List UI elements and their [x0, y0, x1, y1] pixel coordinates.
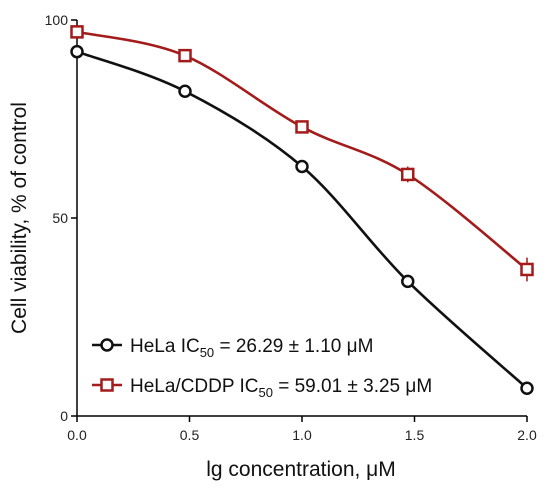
- legend-marker-hela-cddp: [100, 378, 114, 392]
- data-point: [520, 262, 534, 277]
- x-tick-label: 2.0: [517, 427, 537, 443]
- y-tick-label: 100: [45, 12, 69, 28]
- curves-layer: [76, 30, 528, 390]
- y-tick-label: 50: [52, 210, 68, 226]
- legend-entry-hela-cddp: HeLa/CDDP IC50 = 59.01 ± 3.25 μM: [92, 376, 432, 400]
- x-tick-label: 0.5: [180, 427, 200, 443]
- x-tick-label: 1.0: [292, 427, 312, 443]
- y-axis-title: Cell viability, % of control: [8, 102, 31, 334]
- data-point: [178, 48, 192, 63]
- data-point: [70, 44, 84, 59]
- legend-label-hela: HeLa IC50 = 26.29 ± 1.10 μM: [130, 336, 373, 360]
- data-point: [401, 274, 415, 289]
- legend-marker-hela: [100, 338, 114, 352]
- x-tick-label: 0.0: [67, 427, 87, 443]
- legend: HeLa IC50 = 26.29 ± 1.10 μM HeLa/CDDP IC…: [92, 336, 432, 400]
- series-line-1: [76, 30, 528, 271]
- data-point: [401, 167, 415, 182]
- data-point: [70, 25, 84, 39]
- legend-entry-hela: HeLa IC50 = 26.29 ± 1.10 μM: [92, 336, 373, 360]
- y-tick-label: 0: [60, 408, 68, 424]
- data-point: [178, 84, 192, 99]
- x-tick-label: 1.5: [405, 427, 425, 443]
- data-point: [295, 120, 309, 134]
- legend-label-hela-cddp: HeLa/CDDP IC50 = 59.01 ± 3.25 μM: [130, 376, 432, 400]
- x-axis-title: lg concentration, μM: [206, 458, 396, 481]
- data-point: [520, 381, 534, 396]
- data-point: [295, 159, 309, 174]
- axes-layer: 0.0 0.5 1.0 1.5 2.0 0 50 100: [45, 12, 537, 443]
- markers-layer: [70, 25, 534, 396]
